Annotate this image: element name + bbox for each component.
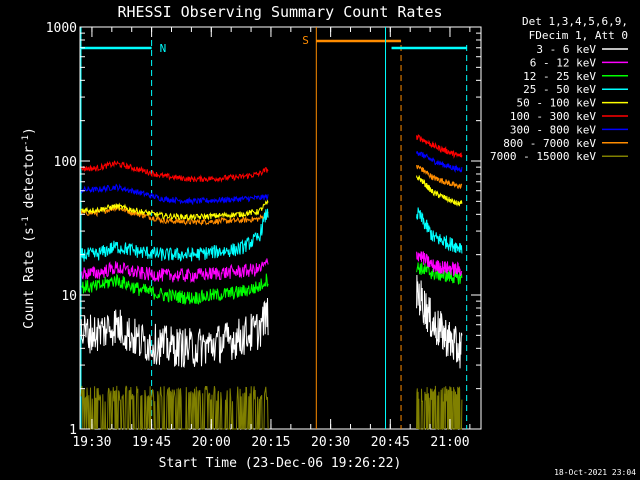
series-line-6 [80,183,269,206]
legend-label: 300 - 800 keV [510,123,596,136]
series-line-after-5 [416,134,463,159]
x-tick-label: 20:15 [251,435,290,450]
y-tick-label: 100 [54,155,77,170]
series-line-4 [80,199,269,221]
series-line-after-1 [416,251,463,277]
legend-label: 12 - 25 keV [523,70,596,83]
legend-header-2: FDecim 1, Att 0 [529,29,628,42]
series-line-7 [80,205,269,226]
y-tick-label: 1 [69,423,77,438]
plot-area [79,26,482,430]
y-axis-label: Count Rate (s-1 detector-1) [21,127,37,329]
series-line-after-4 [416,175,463,207]
chart-title: RHESSI Observing Summary Count Rates [117,3,442,21]
series-line-2 [80,273,269,306]
annotation-layer: NS [80,27,468,429]
series-line-after-6 [416,151,463,173]
y-axis-ticks: 1 10 100 1000 [46,21,481,438]
series-line-5 [80,160,269,183]
legend-label: 100 - 300 keV [510,110,596,123]
series-line-after-3 [416,207,463,254]
timestamp: 18-Oct-2021 23:04 [554,468,636,477]
legend-label: 7000 - 15000 keV [490,150,596,163]
night-label: N [160,42,167,55]
x-tick-label: 21:00 [430,435,469,450]
y-tick-label: 1000 [46,21,77,36]
series-line-after-7 [416,164,463,190]
x-tick-label: 19:45 [132,435,171,450]
series-line-0 [80,297,269,368]
saa-label: S [302,34,309,47]
x-tick-label: 20:00 [192,435,231,450]
series-line-8 [80,385,269,430]
legend-label: 6 - 12 keV [530,56,597,69]
series-line-1 [80,258,269,284]
x-tick-label: 19:30 [72,435,111,450]
legend: Det 1,3,4,5,6,9, FDecim 1, Att 0 3 - 6 k… [490,15,628,163]
series-layer [80,134,463,430]
x-axis-label: Start Time (23-Dec-06 19:26:22) [159,456,402,471]
series-line-after-8 [416,385,463,430]
legend-label: 800 - 7000 keV [503,137,596,150]
series-line-3 [80,208,269,262]
x-tick-label: 20:45 [371,435,410,450]
y-tick-label: 10 [61,289,77,304]
legend-header-1: Det 1,3,4,5,6,9, [522,15,628,28]
legend-label: 3 - 6 keV [536,43,596,56]
x-axis-ticks: 19:30 19:45 20:00 20:15 20:30 20:45 21:00 [72,27,471,450]
x-tick-label: 20:30 [311,435,350,450]
series-line-after-0 [416,274,463,369]
legend-label: 25 - 50 keV [523,83,596,96]
legend-label: 50 - 100 keV [517,97,597,110]
